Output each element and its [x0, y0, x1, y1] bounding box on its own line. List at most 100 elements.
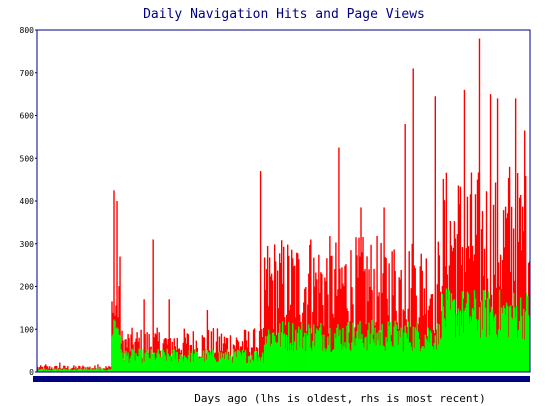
- bar-day: [349, 321, 351, 372]
- bar-day: [281, 321, 284, 372]
- bar-day: [384, 256, 386, 372]
- bar-day: [361, 252, 363, 372]
- bar-day: [345, 264, 347, 372]
- bar-day: [65, 369, 67, 372]
- bar-day: [213, 357, 216, 372]
- bar-day: [373, 268, 375, 372]
- bar-day: [394, 320, 396, 372]
- bar-day: [404, 124, 406, 372]
- bar-day: [301, 322, 303, 372]
- bar-day: [190, 352, 193, 372]
- bar-day: [448, 290, 451, 372]
- bar-day: [271, 280, 274, 372]
- bar-day: [498, 289, 501, 372]
- bar-day: [113, 319, 115, 372]
- bar-day: [479, 301, 482, 372]
- bar-day: [283, 246, 285, 372]
- bar-day: [388, 326, 390, 372]
- bar-day: [269, 276, 272, 372]
- bar-day: [99, 370, 101, 372]
- bar-day: [140, 349, 142, 372]
- bar-day: [209, 351, 212, 372]
- bar-day: [253, 328, 256, 372]
- bar-day: [260, 357, 263, 372]
- bar-day: [406, 338, 408, 372]
- y-tick-label: 0: [29, 368, 34, 377]
- bar-day: [49, 369, 51, 372]
- bar-day: [117, 328, 119, 372]
- bar-day: [417, 331, 419, 372]
- bar-day: [199, 357, 202, 372]
- bar-day: [380, 242, 382, 372]
- bar-day: [229, 356, 232, 372]
- bar-day: [329, 236, 331, 372]
- bar-day: [67, 366, 69, 372]
- bar-day: [287, 244, 289, 372]
- bar-day: [67, 370, 69, 372]
- bar-day: [71, 368, 73, 372]
- bar-day: [317, 330, 319, 372]
- bar-day: [61, 369, 63, 372]
- bar-day: [168, 356, 170, 372]
- bar-day: [358, 338, 360, 372]
- bar-day: [253, 351, 256, 372]
- bar-day: [335, 337, 337, 372]
- bar-day: [367, 330, 369, 372]
- bar-day: [446, 299, 449, 372]
- bar-day: [240, 355, 243, 372]
- bar-day: [436, 323, 439, 372]
- bar-day: [345, 348, 347, 372]
- bar-day: [200, 357, 203, 372]
- bar-day: [68, 369, 70, 372]
- bar-day: [331, 255, 333, 372]
- series-navigation-hits: [37, 288, 531, 372]
- bar-day: [488, 335, 491, 372]
- bar-day: [291, 350, 293, 372]
- bar-day: [399, 279, 401, 372]
- bar-day: [175, 351, 177, 372]
- bar-day: [82, 365, 84, 372]
- bar-day: [428, 342, 430, 372]
- bar-day: [299, 314, 301, 372]
- bar-day: [243, 351, 246, 372]
- bar-day: [410, 346, 412, 372]
- y-tick-label: 500: [20, 154, 35, 163]
- bar-day: [58, 370, 60, 372]
- bar-day: [459, 186, 462, 372]
- bar-day: [179, 354, 181, 372]
- bar-day: [335, 242, 337, 372]
- bar-day: [520, 315, 523, 372]
- bar-day: [59, 362, 61, 372]
- bar-day: [54, 366, 56, 372]
- bar-day: [303, 336, 305, 372]
- bar-day: [414, 268, 416, 372]
- bar-day: [376, 235, 378, 372]
- bar-day: [136, 332, 138, 372]
- bar-day: [235, 337, 238, 372]
- bar-day: [454, 337, 457, 372]
- bar-day: [519, 297, 522, 372]
- bar-day: [87, 366, 89, 372]
- bar-day: [410, 288, 412, 372]
- bar-day: [351, 342, 353, 372]
- bar-day: [475, 234, 478, 372]
- y-tick-label: 400: [20, 197, 35, 206]
- bar-day: [375, 345, 377, 372]
- bar-day: [286, 334, 288, 372]
- bar-day: [234, 351, 237, 372]
- bar-day: [73, 365, 75, 372]
- bar-day: [419, 266, 421, 372]
- bar-day: [393, 326, 395, 372]
- bar-day: [513, 307, 516, 372]
- bar-day: [363, 347, 365, 372]
- bar-day: [53, 368, 55, 372]
- bar-day: [177, 362, 179, 372]
- bar-day: [327, 336, 329, 372]
- bar-day: [44, 368, 46, 372]
- bar-day: [279, 262, 282, 372]
- bar-day: [130, 355, 132, 372]
- bar-day: [495, 334, 498, 372]
- bar-day: [54, 369, 56, 372]
- bar-day: [467, 293, 470, 372]
- bar-day: [459, 310, 462, 372]
